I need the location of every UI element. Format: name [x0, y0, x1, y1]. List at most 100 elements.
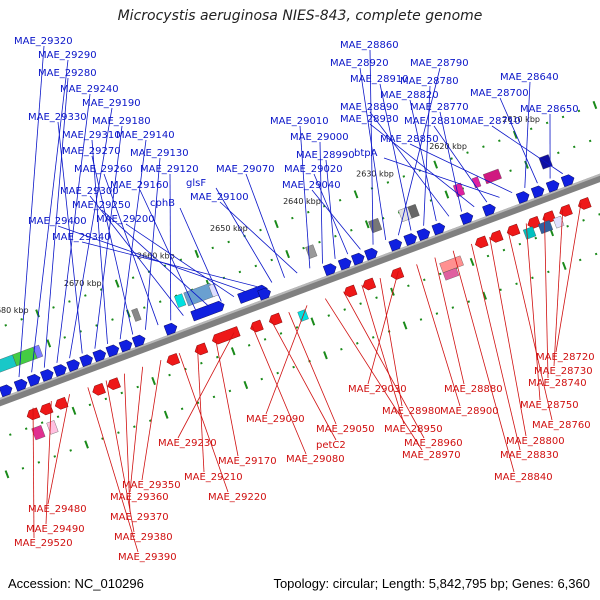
- forward-leader-line: [491, 125, 563, 175]
- tick-mark: [21, 467, 25, 470]
- tick-mark: [524, 160, 529, 169]
- forward-gene-arrow: [0, 384, 13, 398]
- forward-gene-label: MAE_29020: [284, 164, 343, 175]
- tick-mark: [467, 300, 471, 303]
- forward-gene-arrow: [163, 322, 178, 336]
- reverse-gene-label: MAE_28800: [506, 436, 565, 447]
- forward-gene-arrow: [416, 228, 431, 241]
- tick-mark: [63, 336, 66, 339]
- forward-gene-label: MAE_29300: [60, 186, 119, 197]
- tick-mark: [270, 258, 273, 262]
- tick-mark: [451, 306, 455, 309]
- reverse-gene-label: MAE_28730: [534, 366, 593, 377]
- forward-gene-label: glsF: [186, 178, 206, 189]
- tick-mark: [578, 258, 582, 262]
- reverse-gene-label: MAE_28980: [382, 406, 441, 417]
- forward-gene-label: MAE_29160: [110, 180, 169, 191]
- forward-leader-line: [369, 123, 475, 208]
- forward-gene-arrow: [118, 339, 133, 353]
- tick-mark: [259, 228, 262, 232]
- gene-block: [32, 344, 44, 359]
- tick-mark: [469, 257, 475, 267]
- tick-mark: [88, 403, 92, 407]
- reverse-leader-line: [270, 318, 337, 441]
- tick-mark: [499, 288, 502, 292]
- reverse-gene-arrow: [506, 223, 521, 237]
- reverse-leader-line: [555, 202, 582, 353]
- reverse-leader-line: [215, 339, 239, 457]
- tick-mark: [143, 306, 146, 309]
- kbp-label: 2660 kbp: [137, 251, 175, 260]
- forward-gene-arrow: [560, 174, 575, 188]
- forward-gene-label: MAE_28990: [296, 150, 355, 161]
- reverse-gene-arrow: [54, 396, 69, 410]
- forward-gene-label: MAE_28910: [350, 74, 409, 85]
- forward-gene-label: MAE_28700: [470, 88, 529, 99]
- tick-mark: [338, 198, 342, 202]
- forward-gene-label: MAE_28790: [410, 58, 469, 69]
- forward-leader-line: [369, 111, 450, 217]
- tick-mark: [279, 332, 283, 335]
- tick-mark: [69, 449, 72, 452]
- kbp-label: 2650 kbp: [210, 224, 248, 233]
- forward-gene-arrow: [515, 191, 530, 204]
- reverse-leader-line: [123, 373, 131, 513]
- tick-mark: [56, 415, 60, 419]
- forward-leader-line: [359, 67, 387, 241]
- forward-leader-line: [103, 173, 159, 326]
- forward-gene-label: MAE_29400: [28, 216, 87, 227]
- forward-gene-arrow: [53, 364, 67, 377]
- tick-mark: [402, 321, 408, 330]
- tick-mark: [292, 365, 295, 369]
- reverse-leader-line: [141, 359, 162, 481]
- forward-gene-label: MAE_28650: [520, 104, 579, 115]
- forward-leader-line: [94, 125, 123, 349]
- forward-gene-label: MAE_29000: [290, 132, 349, 143]
- tick-mark: [227, 240, 230, 244]
- kbp-label: 2610 kbp: [502, 115, 540, 124]
- tick-mark: [450, 157, 453, 160]
- tick-mark: [534, 236, 538, 240]
- tick-mark: [466, 151, 469, 154]
- forward-leader-line: [245, 173, 285, 278]
- forward-gene-label: MAE_29250: [72, 200, 131, 211]
- forward-leader-line: [383, 157, 500, 198]
- track-group: 2680 kbp 2670 kbp 2660 kbp 2650 kbp 2640 kbp…: [0, 100, 600, 479]
- reverse-gene-label: petC2: [316, 440, 346, 451]
- reverse-gene-label: MAE_29080: [286, 454, 345, 465]
- forward-leader-line: [57, 121, 83, 354]
- reverse-leader-line: [288, 312, 337, 425]
- tick-mark: [518, 242, 522, 246]
- tick-mark: [498, 139, 501, 143]
- tick-mark: [291, 216, 294, 220]
- forward-gene-label: MAE_28890: [340, 102, 399, 113]
- forward-gene-label: MAE_29240: [60, 84, 119, 95]
- forward-leader-line: [139, 189, 197, 312]
- reverse-gene-label: MAE_28970: [402, 450, 461, 461]
- reverse-leader-line: [471, 243, 521, 451]
- tick-mark: [353, 190, 359, 199]
- reverse-leader-line: [32, 407, 35, 539]
- forward-gene-arrow: [190, 300, 225, 322]
- forward-leader-line: [81, 241, 260, 288]
- tick-mark: [375, 296, 378, 299]
- forward-gene-label: MAE_28860: [340, 40, 399, 51]
- tick-mark: [545, 121, 549, 125]
- reverse-gene-arrow: [166, 353, 181, 366]
- gene-block: [174, 293, 187, 308]
- tick-mark: [120, 391, 124, 395]
- forward-gene-label: MAE_28810: [404, 116, 463, 127]
- tick-mark: [444, 190, 450, 199]
- gene-block: [537, 220, 554, 235]
- tick-mark: [295, 326, 299, 329]
- reverse-leader-line: [129, 366, 144, 493]
- tick-mark: [9, 433, 12, 436]
- tick-mark: [37, 461, 41, 464]
- reverse-leader-line: [47, 394, 70, 505]
- tick-mark: [84, 440, 89, 449]
- kbp-label: 2670 kbp: [64, 279, 102, 288]
- forward-leader-line: [125, 223, 235, 298]
- tick-mark: [24, 427, 28, 430]
- tick-mark: [306, 210, 310, 214]
- forward-gene-arrow: [388, 238, 402, 252]
